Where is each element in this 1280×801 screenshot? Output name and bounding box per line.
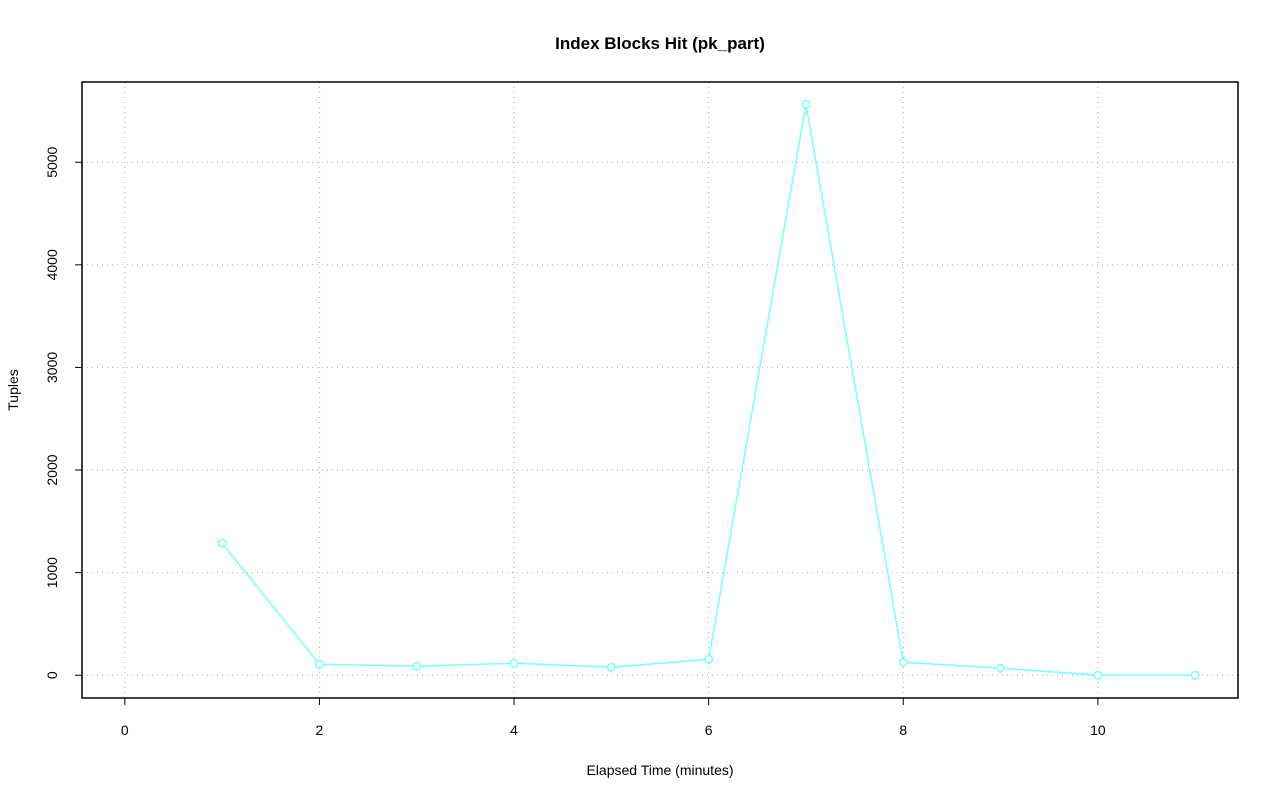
data-point xyxy=(606,662,616,672)
x-tick-label: 6 xyxy=(705,722,713,738)
data-point xyxy=(314,659,325,669)
y-tick-label: 0 xyxy=(44,671,60,679)
y-axis-label: Tuples xyxy=(5,369,21,411)
plot-frame xyxy=(81,81,1239,699)
x-axis-label: Elapsed Time (minutes) xyxy=(586,762,733,778)
y-tick-label: 4000 xyxy=(44,249,60,280)
x-tick-label: 4 xyxy=(510,722,518,738)
y-tick-label: 1000 xyxy=(44,557,60,588)
data-point xyxy=(412,661,422,671)
data-point xyxy=(995,663,1006,673)
x-tick-label: 0 xyxy=(121,722,129,738)
data-point xyxy=(1190,670,1200,680)
data-point xyxy=(801,99,811,109)
x-tick-label: 2 xyxy=(316,722,324,738)
y-tick-label: 5000 xyxy=(44,146,60,177)
data-point xyxy=(898,657,908,667)
y-tick-label: 3000 xyxy=(44,352,60,383)
y-tick-label: 2000 xyxy=(44,454,60,485)
data-point xyxy=(1093,670,1103,680)
x-tick-label: 10 xyxy=(1090,722,1106,738)
chart-title: Index Blocks Hit (pk_part) xyxy=(555,34,765,53)
x-tick-label: 8 xyxy=(899,722,907,738)
data-point xyxy=(704,654,714,664)
data-point xyxy=(217,538,227,548)
data-point xyxy=(509,658,519,668)
